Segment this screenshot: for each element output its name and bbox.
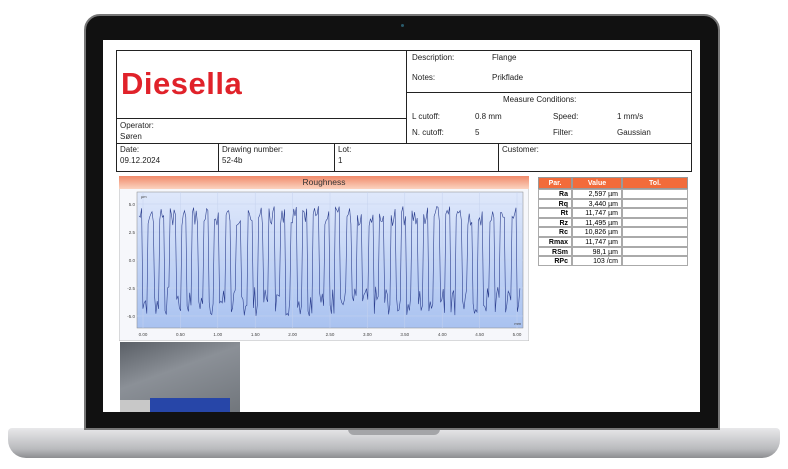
- x-tick-label: 1.50: [251, 332, 260, 337]
- y-tick-label: -2.5: [127, 286, 135, 291]
- x-tick-label: 3.50: [400, 332, 409, 337]
- y-tick-label: -5.0: [127, 314, 135, 319]
- x-tick-label: 2.00: [288, 332, 297, 337]
- laptop-notch: [348, 428, 440, 435]
- column-header: Tol.: [622, 177, 688, 189]
- value: 09.12.2024: [120, 156, 161, 165]
- param-cell: RPc: [538, 256, 572, 266]
- photo-part: [150, 398, 230, 412]
- x-tick-label: 4.50: [475, 332, 484, 337]
- x-tick-label: 3.00: [363, 332, 372, 337]
- value-cell: 3,440 µm: [572, 198, 622, 209]
- param-cell: RSm: [538, 246, 572, 257]
- tol-cell: [622, 189, 688, 199]
- value-cell: 11,747 µm: [572, 208, 622, 218]
- param-cell: Rmax: [538, 237, 572, 247]
- axis-unit: mm: [514, 321, 521, 326]
- y-tick-label: 0.0: [129, 258, 136, 263]
- tol-cell: [622, 227, 688, 237]
- rule: [498, 143, 499, 172]
- label: N. cutoff:: [412, 128, 444, 137]
- label: Filter:: [553, 128, 573, 137]
- param-cell: Rq: [538, 198, 572, 209]
- label: Notes:: [412, 73, 436, 82]
- photo: [120, 342, 240, 412]
- rule: [218, 143, 219, 172]
- value: Prikflade: [492, 73, 524, 82]
- param-cell: Rc: [538, 227, 572, 237]
- value-cell: 103 /cm: [572, 256, 622, 266]
- value-cell: 2,597 µm: [572, 189, 622, 199]
- label: Date:: [120, 145, 140, 154]
- report-border: [116, 50, 692, 172]
- value-cell: 10,826 µm: [572, 227, 622, 237]
- x-tick-label: 2.50: [326, 332, 335, 337]
- screen: Diesella Description: Flange Notes: Prik…: [103, 40, 700, 412]
- param-cell: Ra: [538, 189, 572, 199]
- column-header: Par.: [538, 177, 572, 189]
- y-tick-label: 5.0: [129, 202, 136, 207]
- rule: [334, 143, 335, 172]
- tol-cell: [622, 198, 688, 209]
- value: Søren: [120, 132, 142, 141]
- param-cell: Rz: [538, 217, 572, 228]
- label: Description:: [412, 53, 455, 62]
- section-title: Measure Conditions:: [503, 95, 577, 104]
- value: Flange: [492, 53, 517, 62]
- tol-cell: [622, 208, 688, 218]
- rule: [116, 143, 692, 144]
- tol-cell: [622, 237, 688, 247]
- value: Gaussian: [617, 128, 651, 137]
- photo-part: [120, 400, 150, 412]
- tol-cell: [622, 246, 688, 257]
- x-tick-label: 1.00: [213, 332, 222, 337]
- value: 1 mm/s: [617, 112, 644, 121]
- param-cell: Rt: [538, 208, 572, 218]
- label: Customer:: [502, 145, 539, 154]
- axis-unit: µm: [141, 194, 147, 199]
- label: Lot:: [338, 145, 352, 154]
- rule: [116, 118, 406, 119]
- column-header: Value: [572, 177, 622, 189]
- value-cell: 11,495 µm: [572, 217, 622, 228]
- profile-trace: [138, 206, 521, 317]
- x-tick-label: 5.00: [513, 332, 522, 337]
- value: 0.8 mm: [475, 112, 502, 121]
- x-tick-label: 0.50: [176, 332, 185, 337]
- value: 52-4b: [222, 156, 243, 165]
- label: Drawing number:: [222, 145, 283, 154]
- chart-title: Roughness: [302, 177, 345, 187]
- y-tick-label: 2.5: [129, 230, 136, 235]
- value: 5: [475, 128, 480, 137]
- logo: Diesella: [121, 66, 243, 101]
- value: 1: [338, 156, 343, 165]
- value-cell: 11,747 µm: [572, 237, 622, 247]
- x-tick-label: 0.00: [139, 332, 148, 337]
- value-cell: 98,1 µm: [572, 246, 622, 257]
- label: L cutoff:: [412, 112, 441, 121]
- rule: [406, 50, 407, 143]
- tol-cell: [622, 256, 688, 266]
- label: Operator:: [120, 121, 154, 130]
- chart-header: [119, 176, 529, 189]
- rule: [406, 92, 692, 93]
- x-tick-label: 4.00: [438, 332, 447, 337]
- profile-chart: Roughness 5.0 2.5 0.0 -2.5 -5.0 0.00 0.50 1.00 1…: [119, 176, 529, 341]
- tol-cell: [622, 217, 688, 228]
- camera: [401, 24, 404, 27]
- label: Speed:: [553, 112, 579, 121]
